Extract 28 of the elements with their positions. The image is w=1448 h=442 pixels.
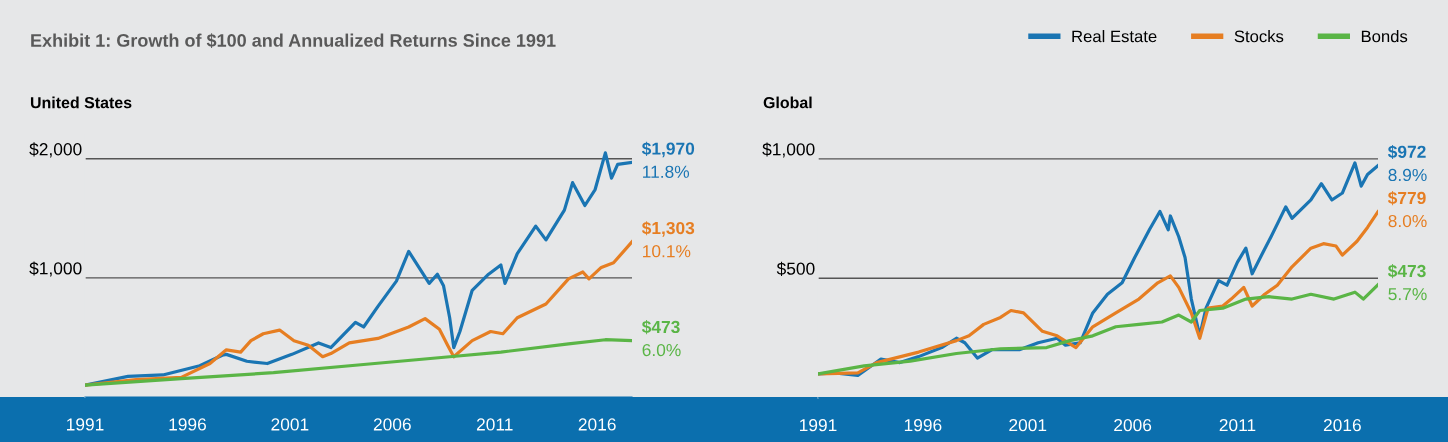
data-label: $1,303 10.1%	[641, 221, 695, 258]
x-tick-label: 2001	[271, 418, 309, 431]
x-tick-label: 2011	[1219, 418, 1256, 432]
y-tick-label: $500	[776, 261, 815, 276]
y-tick-label: $1,000	[29, 261, 82, 277]
chart-subtitle: Global	[763, 96, 812, 109]
data-label: $972 8.9%	[1387, 144, 1427, 182]
chart-title: Exhibit 1: Growth of $100 and Annualized Returns Since 1991	[31, 33, 556, 49]
chart-subtitle: United States	[30, 96, 132, 109]
x-tick-label: 2006	[1114, 418, 1152, 432]
data-label: $1,970 11.8%	[641, 141, 695, 178]
x-tick-label: 2001	[1009, 418, 1047, 432]
legend-label: Stocks	[1234, 30, 1284, 43]
y-tick-label: $1,000	[762, 142, 815, 158]
x-tick-label: 1991	[67, 418, 104, 431]
x-tick-label: 2016	[1323, 418, 1361, 432]
data-label: $473 5.7%	[1387, 264, 1427, 301]
legend-label: Real Estate	[1072, 30, 1157, 43]
x-tick-label: 1996	[904, 418, 942, 432]
data-label: $779 8.0%	[1387, 191, 1427, 228]
y-tick-label: $2,000	[29, 142, 82, 158]
x-tick-label: 1996	[169, 418, 206, 431]
x-tick-label: 2011	[476, 418, 513, 431]
x-tick-label: 1991	[800, 418, 837, 432]
x-tick-label: 2006	[373, 418, 411, 431]
x-tick-label: 2016	[578, 418, 616, 431]
legend-label: Bonds	[1361, 30, 1408, 43]
data-label: $473 6.0%	[641, 320, 681, 357]
